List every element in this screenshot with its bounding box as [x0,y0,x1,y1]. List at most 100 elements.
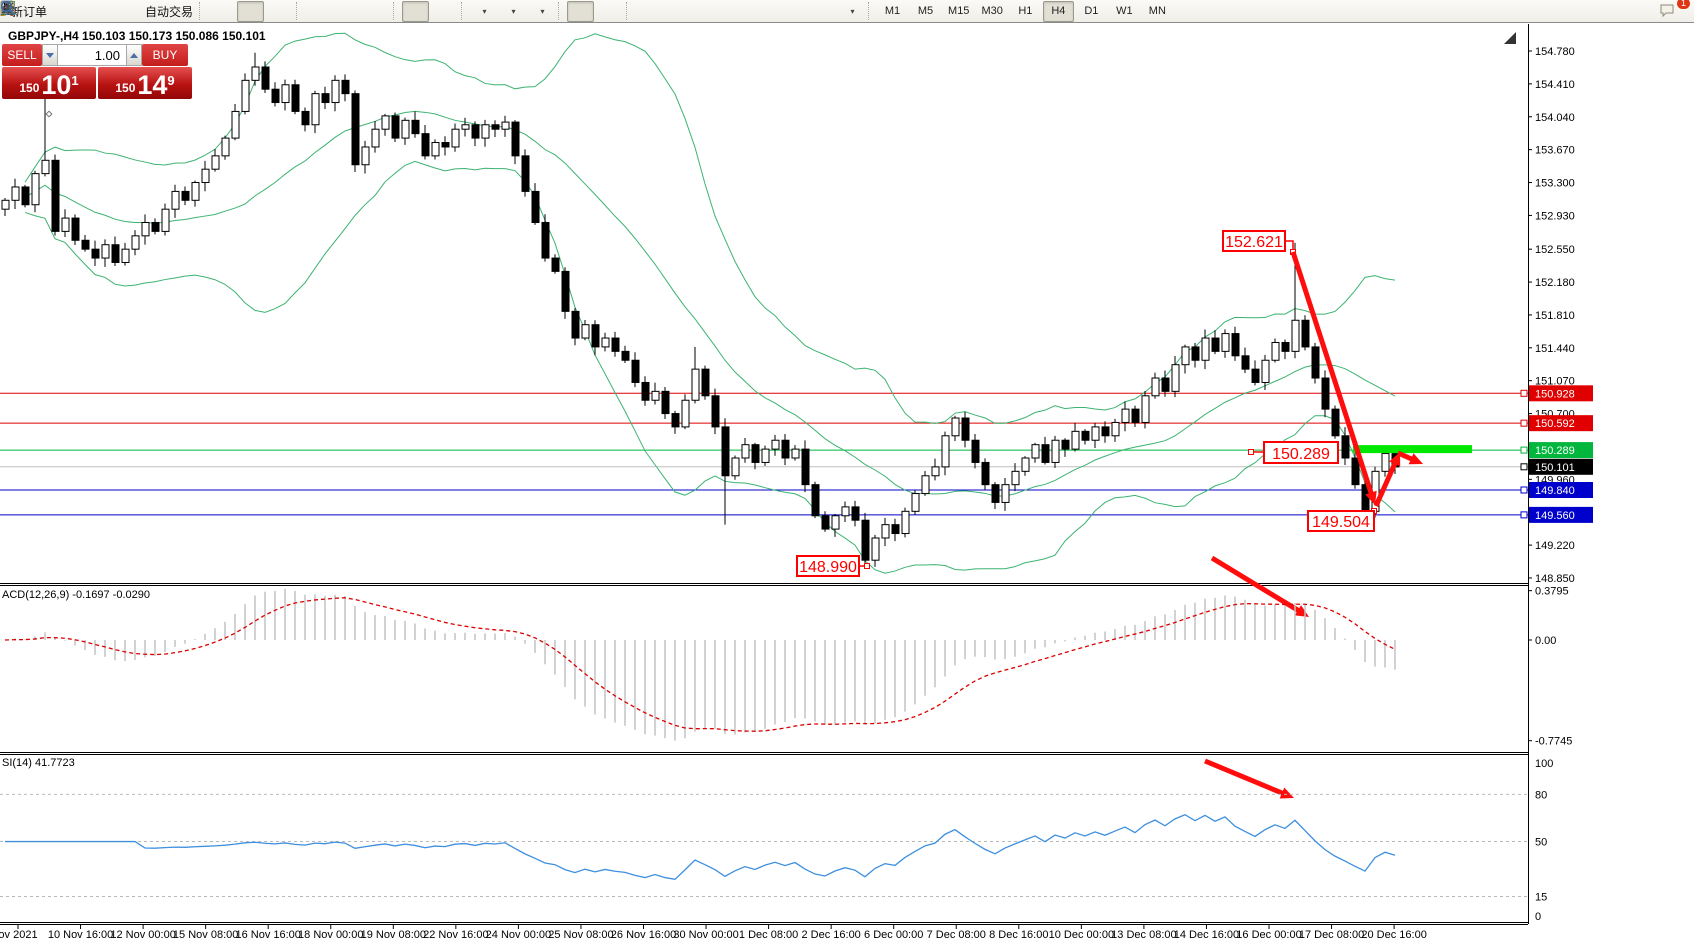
zoom-in-button[interactable] [1,1,332,22]
rsi-level-label: 80 [1535,789,1547,801]
crosshair-button[interactable] [1,1,623,22]
candle-body [1061,439,1070,450]
timeframe-h4-button[interactable]: H4 [1042,0,1074,22]
price-tag-handle[interactable] [1520,419,1528,427]
market-watch-button[interactable] [0,1,108,22]
trend-arrow[interactable] [1290,251,1377,505]
time-tick-label: 19 Nov 08:00 [361,929,426,941]
notifications-button[interactable]: 1 [1658,0,1690,22]
candle-body [921,475,930,495]
trendline-button[interactable] [1,1,720,22]
price-tick-label: 152.930 [1535,210,1575,222]
horizontal-line-button[interactable] [1,1,691,22]
fibonacci-button[interactable]: F [1,1,778,22]
candle-body [901,510,910,535]
shapes-button[interactable]: ▾ [1,1,865,22]
candle-body [461,124,470,130]
volume-increase-button[interactable] [126,44,142,66]
buy-price-button[interactable]: 150 14 9 [98,67,192,99]
scroll-to-end-marker[interactable] [1504,32,1516,44]
text-button[interactable]: A [3,1,807,22]
trend-arrow[interactable] [1373,452,1401,508]
timeframe-m5-button[interactable]: M5 [917,5,934,17]
price-tick-label: 152.550 [1535,244,1575,256]
timeframe-m1-button[interactable]: M1 [884,5,901,17]
notification-badge: 1 [1676,0,1690,9]
candle-body [371,128,380,148]
price-tag-handle[interactable] [1520,486,1528,494]
crayon-button[interactable] [0,1,79,22]
candle-body [141,222,150,237]
sell-price-point: 1 [71,73,79,88]
price-tag-handle[interactable] [1520,446,1528,454]
candle-body [561,270,570,312]
new-chart-button[interactable]: ▾ [0,1,497,22]
chart-shift-button[interactable] [1,1,458,22]
volume-input[interactable] [58,44,126,66]
timeframe-m15-button[interactable]: M15 [948,5,970,17]
candle-body [1241,355,1250,370]
volume-decrease-button[interactable] [42,44,58,66]
timeframe-d1-button[interactable]: D1 [1084,5,1099,17]
price-annotation[interactable] [796,555,870,577]
line-chart-button[interactable] [0,1,293,22]
candle-body [581,324,590,339]
auto-scroll-button[interactable] [1,0,430,22]
candle-body [181,190,190,201]
candle-body [161,208,170,232]
price-tag-handle[interactable] [1520,389,1528,397]
candle-body [831,515,840,530]
current-price-tag-handle[interactable] [1520,463,1528,471]
signals-button[interactable] [1,1,137,22]
tile-windows-button[interactable] [1,1,390,22]
periods-button[interactable]: ▾ [1,1,526,22]
auto-trading-button[interactable]: 自动交易 [0,1,196,22]
sell-button[interactable]: SELL [2,44,42,66]
search-button[interactable] [0,0,1656,22]
zoom-out-button[interactable] [1,1,361,22]
annotation-text: 148.990 [799,559,857,576]
text-label-button[interactable]: T [1,1,836,22]
candle-body [261,66,270,90]
candlestick-chart-button[interactable] [1,0,265,22]
toolbar-separator [868,2,874,20]
candle-body [701,368,710,397]
candle-body [541,222,550,259]
price-annotation[interactable] [1248,441,1339,464]
annotation-text: 149.504 [1312,514,1370,531]
sell-price-button[interactable]: 150 10 1 [2,67,96,99]
price-tag-handle[interactable] [1520,511,1528,519]
timeframe-h1-button[interactable]: H1 [1018,5,1033,17]
rsi-level-label: 0 [1535,911,1541,923]
timeframe-m30-button[interactable]: M30 [981,5,1003,17]
cursor-button[interactable] [4,0,595,22]
time-tick-label: 22 Nov 16:00 [423,929,488,941]
timeframe-mn-button[interactable]: MN [1148,5,1166,17]
candle-body [891,524,900,535]
chevron-down-icon: ▾ [540,6,545,16]
candle-body [1221,333,1230,352]
candle-body [31,173,40,206]
price-tag[interactable] [1529,385,1593,402]
bar-chart-button[interactable] [1,1,235,22]
timeframe-w1-button[interactable]: W1 [1116,5,1133,17]
vertical-line-button[interactable] [7,1,662,22]
price-tag[interactable] [1529,481,1593,498]
price-annotation[interactable] [1307,508,1377,532]
buy-button[interactable]: BUY [142,44,188,66]
templates-button[interactable]: ▾ [0,1,555,22]
trend-arrow[interactable] [1396,450,1423,465]
green-highlight-band[interactable] [1353,445,1472,454]
price-tag[interactable] [1529,415,1593,432]
candle-body [1001,484,1010,503]
price-tag[interactable] [1529,506,1593,523]
candle-body [391,115,400,139]
candle-body [1,199,10,210]
price-tag[interactable] [1529,442,1593,459]
trend-arrow[interactable] [1204,758,1294,799]
candle-body [1151,377,1160,397]
equidistant-channel-button[interactable]: E [0,1,749,22]
candle-body [1261,359,1270,383]
current-price-tag[interactable] [1529,458,1593,475]
